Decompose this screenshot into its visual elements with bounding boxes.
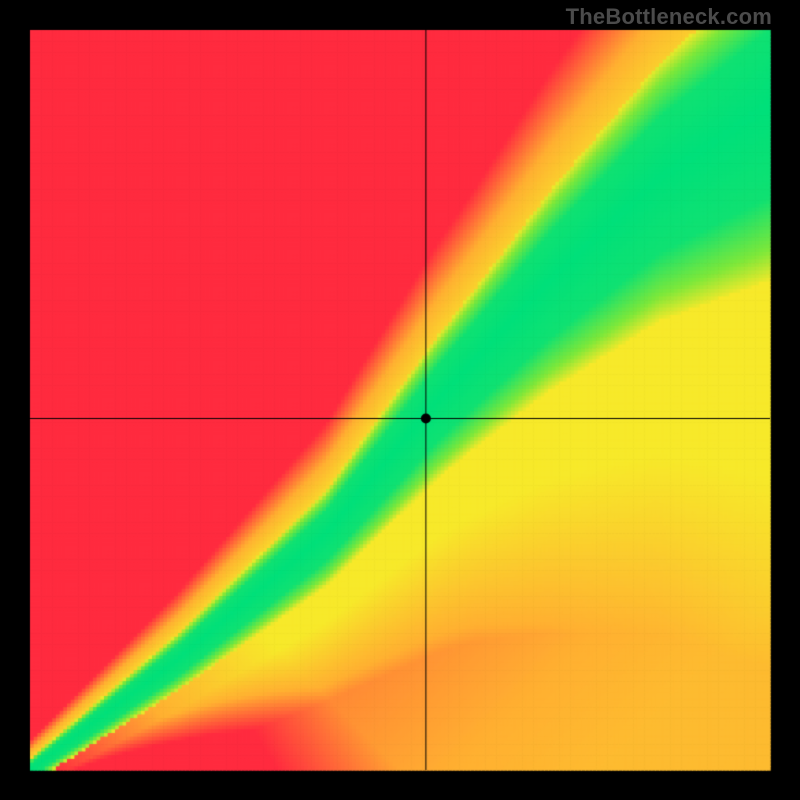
heatmap-canvas — [0, 0, 800, 800]
chart-container: TheBottleneck.com — [0, 0, 800, 800]
